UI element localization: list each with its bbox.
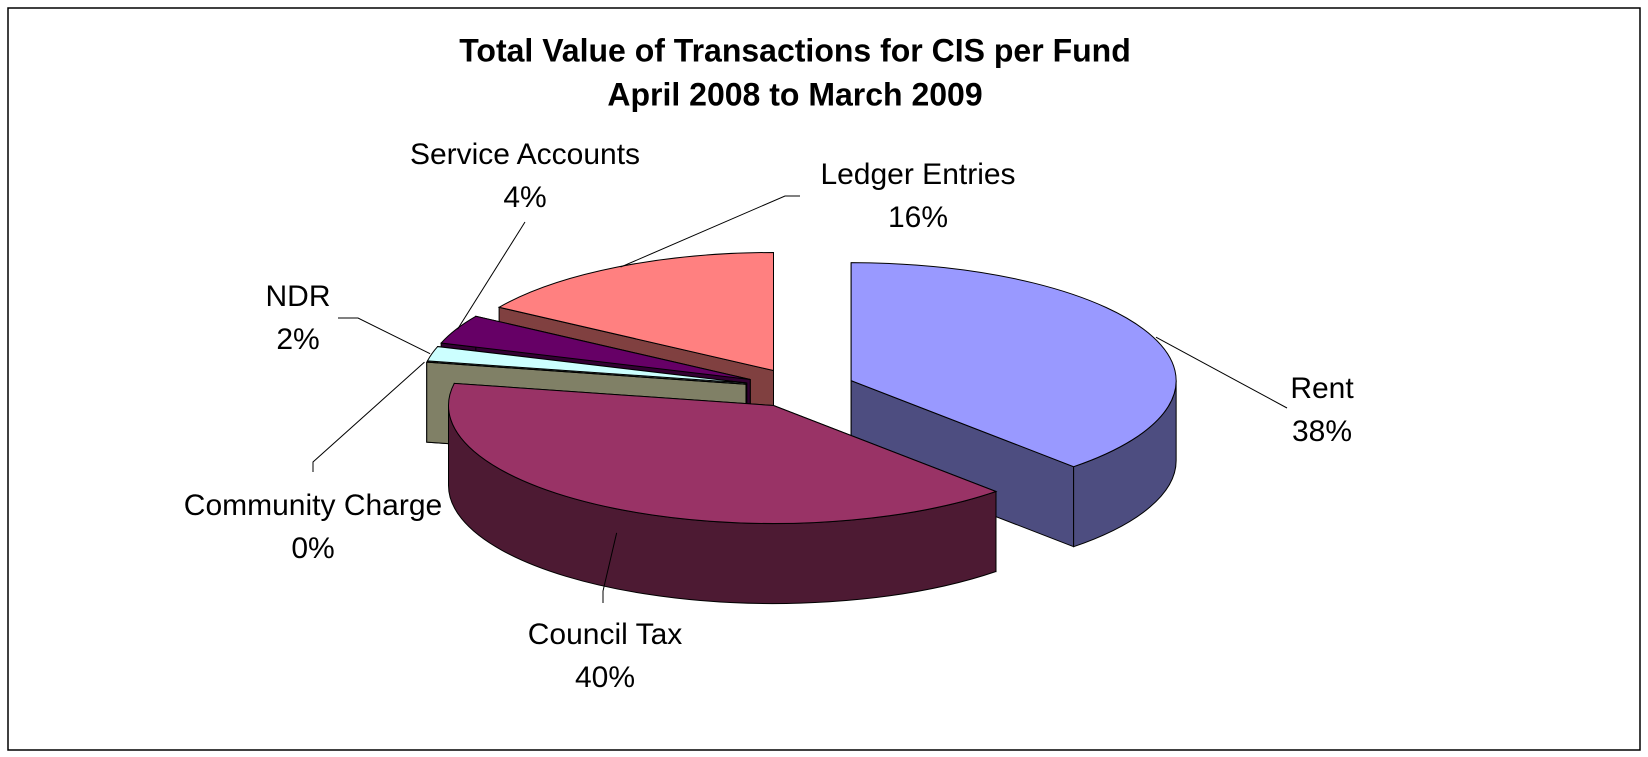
slice-value-label: 40% — [575, 661, 635, 694]
leader-line — [312, 361, 425, 472]
slice-value-label: 4% — [503, 181, 546, 214]
slice-name: Rent — [1290, 372, 1354, 405]
slice-top — [426, 346, 747, 384]
chart-subtitle: April 2008 to March 2009 — [607, 76, 982, 112]
leader-line — [620, 195, 800, 268]
slice-top — [440, 315, 751, 380]
slice-name: Community Charge — [184, 489, 442, 522]
slice-top — [448, 382, 998, 524]
slice-top — [850, 262, 1177, 468]
pie — [426, 251, 1177, 604]
slice-name: Service Accounts — [410, 138, 640, 171]
slice — [448, 382, 998, 604]
leader-line — [1155, 336, 1288, 409]
slice-value-label: 2% — [276, 323, 319, 356]
slice-value-label: 38% — [1292, 415, 1352, 448]
slice-value-label: 16% — [888, 201, 948, 234]
slice — [850, 262, 1177, 548]
chart-border — [7, 7, 1641, 751]
leader-line — [602, 532, 618, 603]
leader-line — [457, 221, 526, 330]
slice-name: Council Tax — [528, 618, 683, 651]
slice-name: Ledger Entries — [820, 158, 1015, 191]
slice-value-label: 0% — [291, 532, 334, 565]
leader-line — [338, 317, 431, 355]
slice-name: NDR — [266, 280, 331, 313]
slice-top — [426, 361, 747, 385]
slice-top — [497, 251, 774, 372]
chart-title: Total Value of Transactions for CIS per … — [459, 32, 1131, 68]
labels: Rent 38% Council Tax 40% Community Charge 0% N… — [184, 138, 1355, 694]
